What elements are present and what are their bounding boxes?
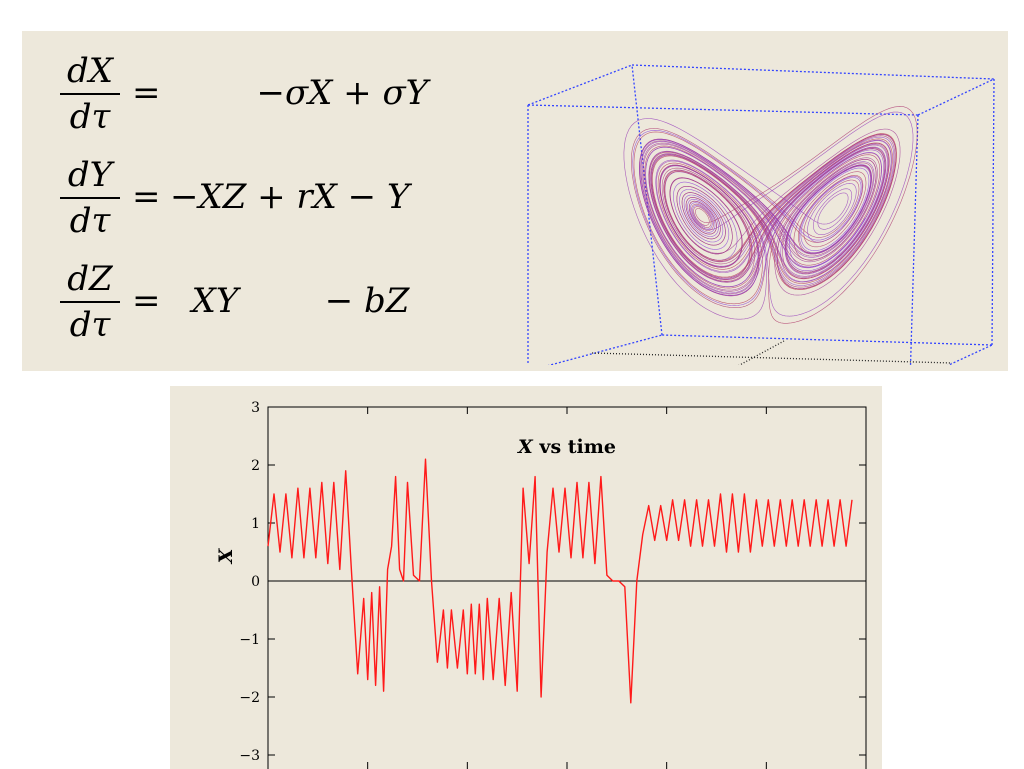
trajectory-segment	[638, 138, 772, 297]
trajectory-segment	[650, 138, 893, 284]
trajectory-segment	[651, 154, 780, 279]
trajectory-segment	[648, 144, 888, 283]
numerator: dZ	[67, 259, 113, 299]
chart-title: X vs time	[517, 436, 616, 458]
title-variable: X	[517, 436, 534, 458]
trajectory-segment	[623, 118, 879, 320]
trajectory-segment	[633, 131, 864, 305]
y-tick-label: −3	[239, 748, 260, 764]
equation-rhs: XY − bZ	[170, 281, 410, 321]
equations-panel: dX dτ = −σX + σY dY dτ = −XZ + rX − Y dZ…	[22, 31, 1008, 371]
trajectory-segment	[664, 133, 897, 291]
x-axis-ticks	[367, 407, 767, 769]
equation-dx: dX dτ = −σX + σY	[60, 51, 480, 139]
floor-line	[591, 352, 953, 364]
numerator: dX	[67, 51, 113, 91]
box-edge	[547, 334, 663, 365]
trajectory-segment	[652, 142, 890, 280]
box-edge	[527, 64, 633, 106]
trajectory-segment	[655, 111, 914, 317]
equals-sign: =	[132, 177, 161, 217]
y-tick-label: 1	[251, 516, 260, 532]
numerator: dY	[67, 155, 113, 195]
y-axis-ticks: 3 2 1 0 −1 −2 −3	[239, 400, 866, 764]
denominator: dτ	[69, 97, 111, 137]
trajectory-segment	[632, 129, 882, 306]
trajectory-segment	[642, 142, 897, 292]
box-edge	[661, 334, 993, 346]
equals-sign: =	[132, 73, 161, 113]
derivative-dz: dZ dτ	[60, 259, 120, 345]
x-vs-time-chart: 3 2 1 0 −1 −2 −3 X vs time X	[215, 400, 867, 769]
trajectory-segment	[660, 136, 895, 294]
box-edge	[527, 104, 919, 116]
equals-sign: =	[132, 281, 161, 321]
y-tick-label: 0	[251, 574, 260, 590]
trajectory-segment	[669, 186, 733, 255]
derivative-dx: dX dτ	[60, 51, 120, 137]
trajectory-segment	[685, 197, 717, 235]
denominator: dτ	[69, 305, 111, 345]
trajectory-segment	[645, 146, 887, 287]
trajectory-segment	[639, 139, 884, 296]
box-edge	[631, 64, 663, 336]
trajectory-segment	[693, 106, 918, 315]
trajectory-segment	[650, 147, 886, 289]
floor-line	[738, 340, 785, 365]
plot-frame	[267, 406, 867, 769]
y-tick-label: 3	[251, 400, 260, 416]
y-axis-label: X	[215, 547, 237, 564]
equation-rhs: −σX + σY	[170, 73, 429, 113]
bounding-box	[527, 64, 995, 365]
trajectory-segment	[687, 199, 719, 233]
derivative-dy: dY dτ	[60, 155, 120, 241]
lorenz-equations: dX dτ = −σX + σY dY dτ = −XZ + rX − Y dZ…	[60, 51, 480, 351]
box-edge	[909, 114, 919, 365]
trajectory-segment	[630, 128, 860, 308]
series-group	[267, 458, 853, 704]
trajectory-segment	[644, 145, 881, 324]
title-text: vs time	[533, 436, 616, 458]
box-edge	[631, 64, 995, 80]
fraction-bar	[60, 301, 120, 303]
equation-dy: dY dτ = −XZ + rX − Y	[60, 155, 480, 243]
trajectory-segment	[648, 134, 897, 283]
series-line	[267, 458, 853, 704]
equation-rhs: −XZ + rX − Y	[170, 177, 410, 217]
fraction-bar	[60, 93, 120, 95]
box-edge	[947, 344, 993, 365]
denominator: dτ	[69, 201, 111, 241]
trajectory-segment	[786, 165, 871, 253]
time-series-panel: 3 2 1 0 −1 −2 −3 X vs time X	[170, 386, 882, 769]
trajectory-segment	[673, 181, 730, 250]
trajectory-segment	[641, 140, 892, 283]
trajectory-segment	[643, 165, 759, 295]
box-edge	[917, 78, 995, 116]
y-tick-label: 2	[251, 458, 260, 474]
trajectory-segment	[650, 139, 892, 283]
y-tick-label: −1	[239, 632, 260, 648]
equation-dz: dZ dτ = XY − bZ	[60, 259, 480, 347]
lorenz-attractor-plot	[527, 64, 995, 365]
attractor-trajectory	[623, 106, 918, 324]
trajectory-segment	[642, 118, 853, 235]
box-edge	[991, 78, 995, 346]
y-tick-label: −2	[239, 690, 260, 706]
fraction-bar	[60, 197, 120, 199]
trajectory-segment	[774, 167, 870, 268]
